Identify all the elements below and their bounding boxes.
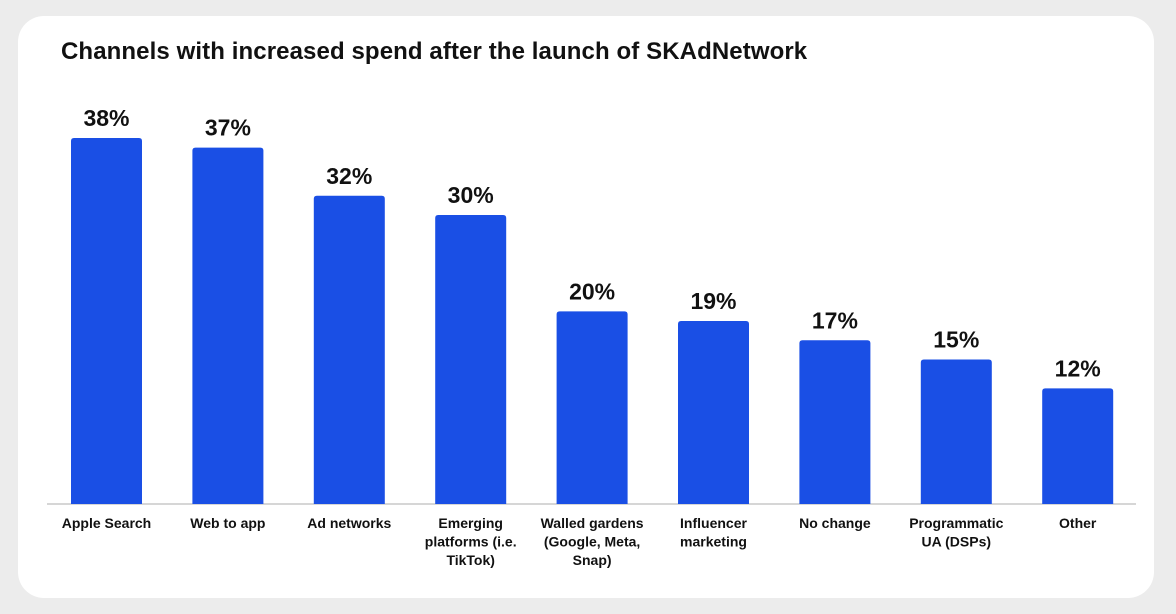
bar-value-label: 15%	[933, 327, 979, 353]
bar	[678, 321, 749, 504]
bar-value-label: 32%	[326, 163, 372, 189]
category-label: Other	[1059, 515, 1097, 531]
bar-value-label: 30%	[448, 182, 494, 208]
bar-value-label: 17%	[812, 307, 858, 333]
category-label: No change	[799, 515, 871, 531]
bar	[1042, 388, 1114, 504]
bar	[313, 195, 385, 504]
chart-title: Channels with increased spend after the …	[61, 38, 808, 65]
bar	[920, 359, 992, 504]
bar-value-label: 38%	[83, 105, 129, 131]
category-label: Apple Search	[62, 515, 151, 531]
bar	[71, 138, 142, 504]
category-label: Ad networks	[307, 515, 391, 531]
bar-value-label: 12%	[1055, 355, 1101, 381]
category-label: Programmatic UA (DSPs)	[909, 515, 1003, 550]
bar-value-label: 19%	[690, 288, 736, 314]
category-label: Emerging platforms (i.e. TikTok)	[425, 515, 517, 568]
bar-value-label: 37%	[205, 115, 251, 141]
bar	[799, 340, 871, 504]
category-label: Walled gardens (Google, Meta, Snap)	[541, 515, 644, 568]
category-label: Influencer marketing	[680, 515, 747, 550]
bar-value-label: 20%	[569, 278, 615, 304]
bar	[435, 215, 507, 505]
category-label: Web to app	[190, 515, 265, 531]
bar	[192, 147, 264, 504]
bar	[556, 311, 628, 504]
